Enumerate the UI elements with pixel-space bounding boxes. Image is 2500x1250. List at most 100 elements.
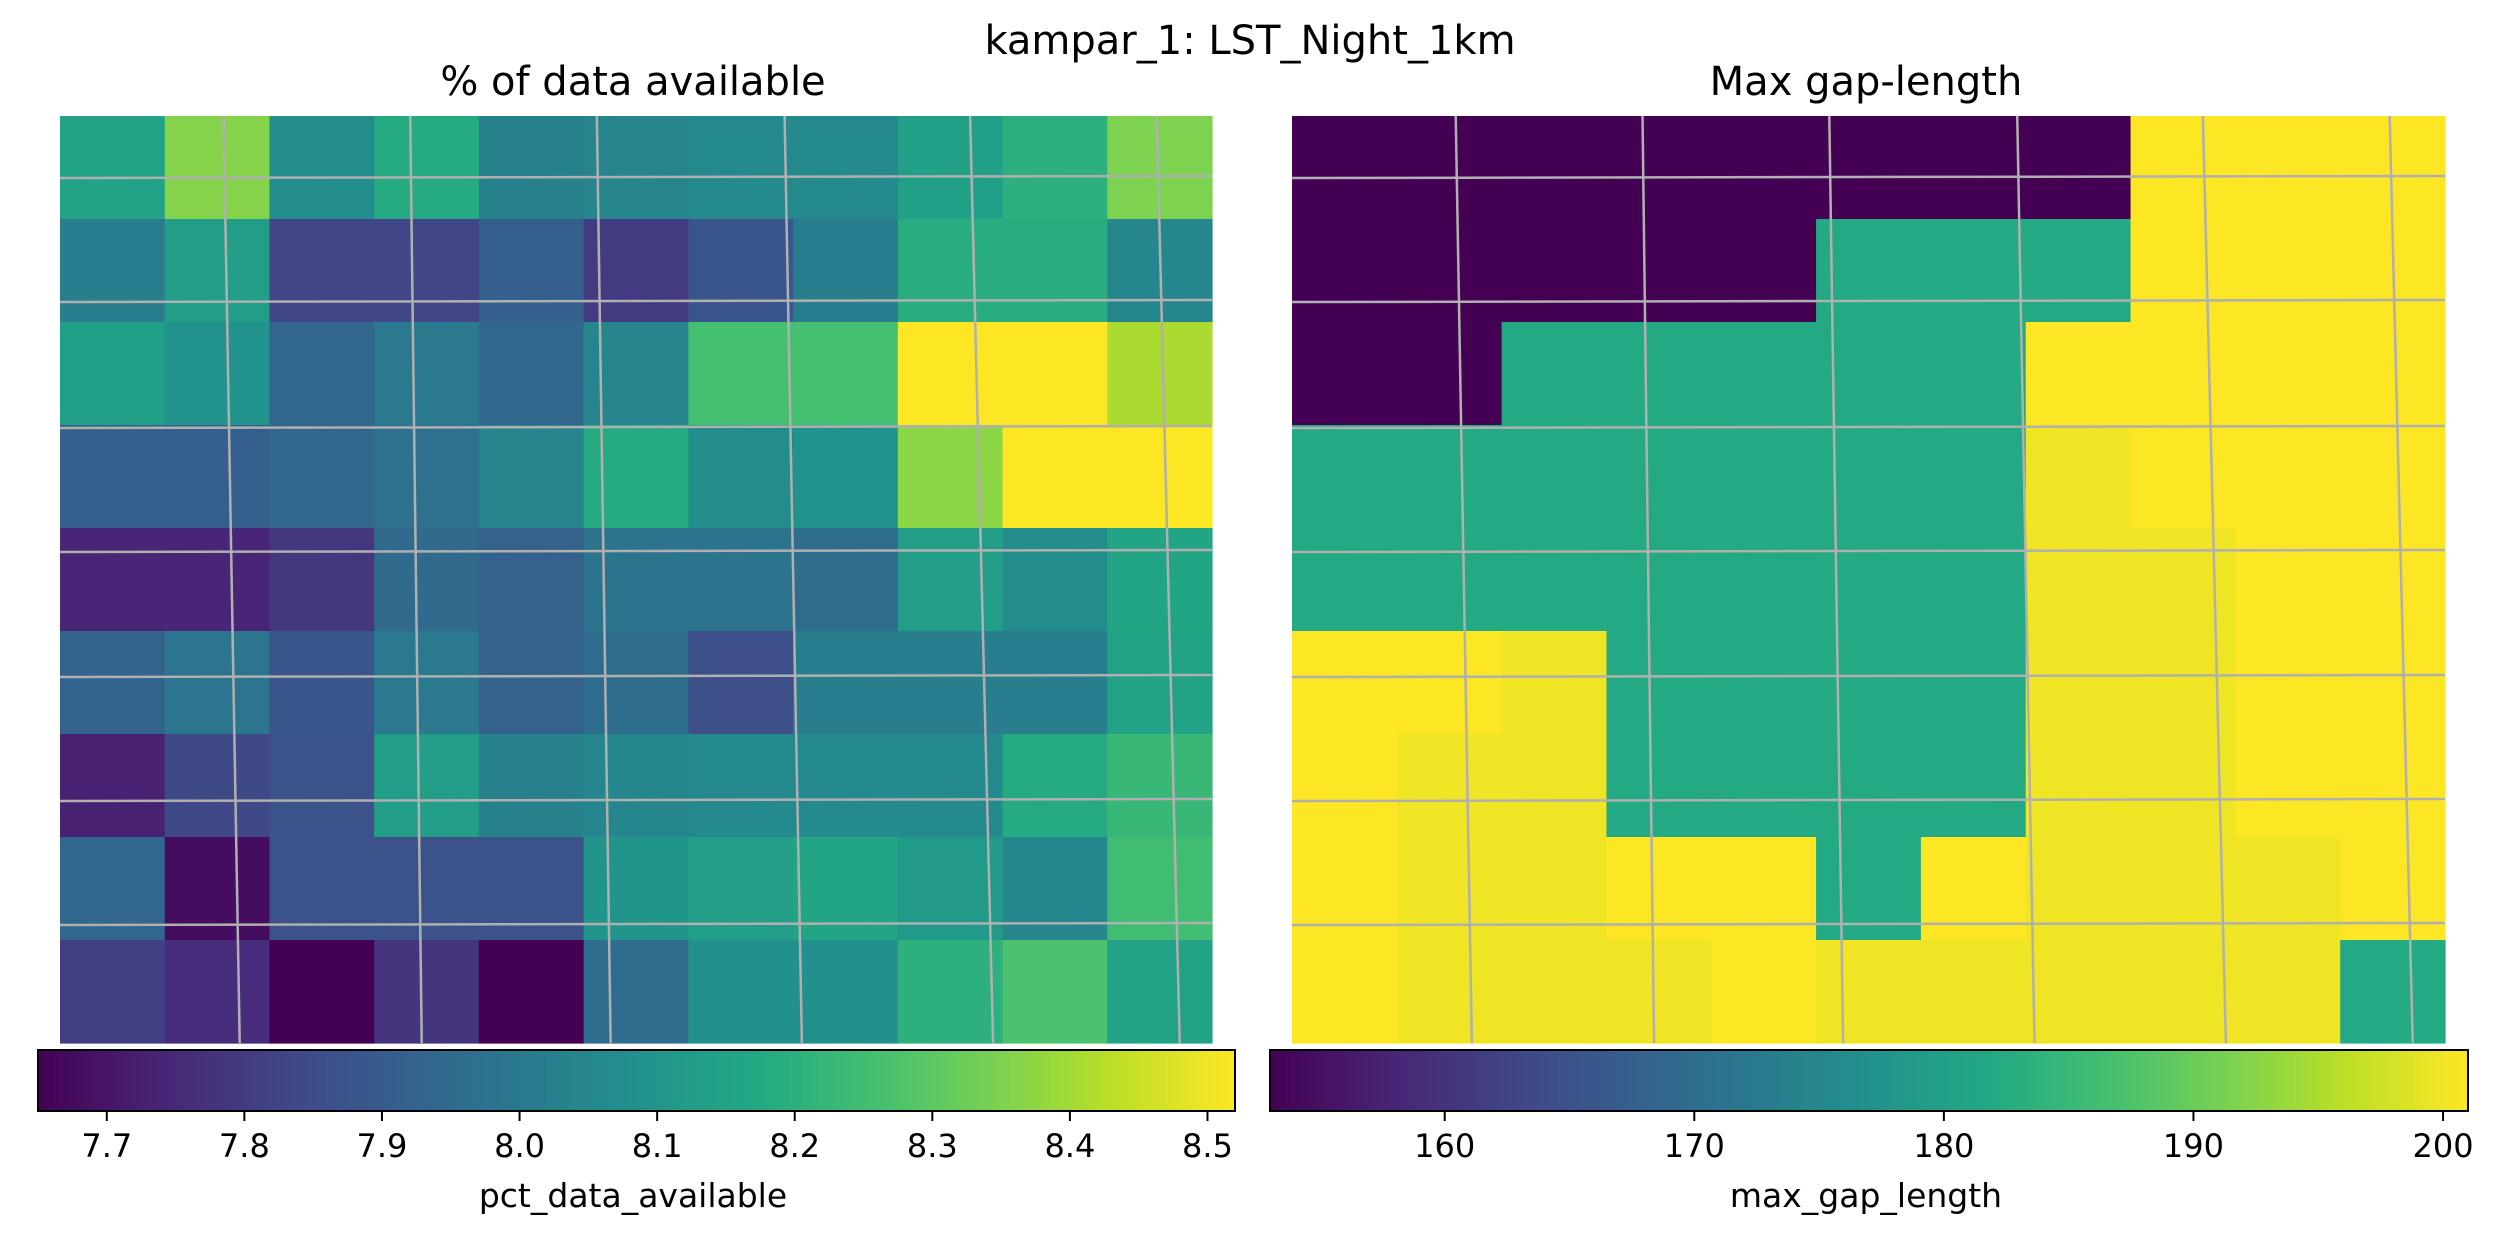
heatmap-cell: [1920, 322, 2027, 426]
gridline: [595, 115, 612, 1044]
heatmap-cell: [1606, 116, 1712, 220]
heatmap-cell: [60, 322, 166, 426]
heatmap-cell: [688, 528, 794, 632]
heatmap-cell: [1107, 425, 1213, 529]
heatmap-cell: [1606, 528, 1712, 632]
heatmap-cell: [2130, 425, 2236, 529]
heatmap-cell: [269, 322, 375, 426]
heatmap-cell: [2130, 116, 2236, 220]
heatmap-cell: [1711, 940, 1817, 1044]
colorbar-tick-label: 7.7: [81, 1127, 132, 1165]
heatmap-cell: [1711, 219, 1817, 323]
heatmap-cell: [1002, 940, 1108, 1044]
heatmap-cell: [164, 322, 271, 426]
gridline: [1291, 548, 2446, 554]
heatmap-cell: [2235, 631, 2341, 735]
heatmap-cell: [2130, 631, 2236, 735]
heatmap-cell: [688, 734, 794, 838]
colorbar-tick-label: 200: [2413, 1127, 2474, 1165]
heatmap-cell: [2340, 940, 2446, 1044]
colorbar-tick-label: 190: [2163, 1127, 2224, 1165]
heatmap-cell: [269, 425, 375, 529]
colorbar-tick-label: 8.3: [907, 1127, 958, 1165]
heatmap-cell: [60, 528, 166, 632]
heatmap-cell: [688, 116, 794, 220]
heatmap-cell: [269, 528, 375, 632]
gridline: [59, 424, 1213, 430]
heatmap-cell: [164, 940, 271, 1044]
colorbar-tick-label: 8.0: [494, 1127, 545, 1165]
heatmap-cell: [1292, 528, 1398, 632]
heatmap-cell: [1606, 940, 1712, 1044]
heatmap-cell: [2235, 116, 2341, 220]
heatmap-cell: [2025, 631, 2132, 735]
heatmap-cell: [897, 116, 1004, 220]
heatmap-cell: [374, 528, 480, 632]
heatmap-cell: [478, 734, 585, 838]
heatmap-cell: [478, 528, 585, 632]
heatmap-cell: [1501, 116, 1608, 220]
heatmap-cell: [1396, 116, 1503, 220]
heatmap-cell: [60, 837, 166, 941]
heatmap-cell: [1606, 734, 1712, 838]
heatmap-cell: [2025, 425, 2132, 529]
heatmap-cell: [2025, 322, 2132, 426]
heatmap-cell: [2340, 322, 2446, 426]
heatmap-cell: [2340, 528, 2446, 632]
gridline: [408, 115, 423, 1044]
heatmap-cell: [1816, 219, 1922, 323]
heatmap-cell: [897, 425, 1004, 529]
heatmap-cell: [478, 631, 585, 735]
heatmap-cell: [1396, 940, 1503, 1044]
heatmap-cell: [897, 528, 1004, 632]
heatmap-cell: [269, 631, 375, 735]
heatmap-cell: [1501, 734, 1608, 838]
heatmap-cell: [1396, 425, 1503, 529]
heatmap-cell: [1107, 734, 1213, 838]
heatmap-cell: [897, 631, 1004, 735]
heatmap-cell: [478, 940, 585, 1044]
heatmap-cell: [2235, 837, 2341, 941]
heatmap-cell: [164, 734, 271, 838]
heatmap-cell: [1292, 322, 1398, 426]
gridline: [2015, 115, 2036, 1044]
heatmap-cell: [2025, 116, 2132, 220]
heatmap-cell: [60, 631, 166, 735]
colorbar-pct: 7.7 7.8 7.9 8.0 8.1 8.2 8.3 8.4 8.5: [37, 1049, 1236, 1165]
graticule-gap: [1291, 115, 2446, 1044]
heatmap-cell: [2340, 631, 2446, 735]
colorbar-tick-label: 8.1: [632, 1127, 683, 1165]
heatmap-cell: [688, 425, 794, 529]
heatmap-cell: [269, 219, 375, 323]
heatmap-cell: [2025, 837, 2132, 941]
heatmap-cell: [1107, 528, 1213, 632]
heatmap-cell: [1501, 631, 1608, 735]
heatmap-cell: [1002, 116, 1108, 220]
heatmap-cell: [1396, 219, 1503, 323]
heatmap-cell: [2025, 528, 2132, 632]
heatmap-cell: [583, 219, 689, 323]
heatmap-cell: [688, 940, 794, 1044]
heatmap-cell: [1002, 837, 1108, 941]
heatmap-cell: [2025, 219, 2132, 323]
heatmap-cell: [793, 940, 899, 1044]
heatmap-cell: [164, 528, 271, 632]
heatmap-cell: [1816, 116, 1922, 220]
heatmap-cell: [1501, 425, 1608, 529]
heatmap-cell: [374, 631, 480, 735]
heatmap-cell: [897, 940, 1004, 1044]
heatmap-cell: [1920, 528, 2027, 632]
heatmap-cell: [374, 734, 480, 838]
heatmap-cell: [1292, 425, 1398, 529]
heatmap-cell: [793, 425, 899, 529]
gridline: [59, 548, 1213, 554]
heatmap-cell: [60, 116, 166, 220]
heatmap-cell: [793, 734, 899, 838]
heatmap-cell: [1396, 837, 1503, 941]
heatmap-cell: [2025, 734, 2132, 838]
heatmap-cell: [164, 425, 271, 529]
heatmap-cell: [1711, 734, 1817, 838]
heatmap-cell: [2130, 219, 2236, 323]
heatmap-cell: [1292, 734, 1398, 838]
